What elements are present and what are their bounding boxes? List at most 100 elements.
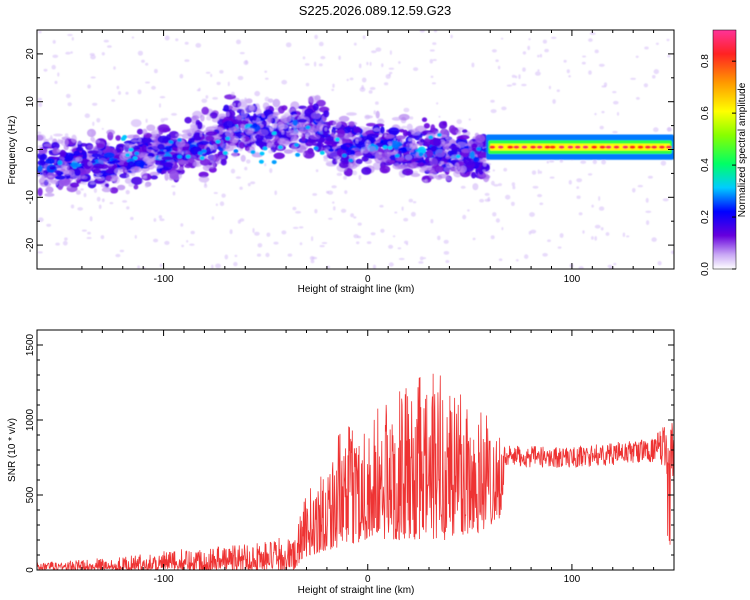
spectral-blob xyxy=(426,149,434,158)
spectral-blob xyxy=(311,124,321,132)
spectral-faint-point xyxy=(292,206,297,211)
spectral-faint-point xyxy=(662,198,669,202)
spectral-faint-point xyxy=(482,169,486,172)
spectral-faint-point xyxy=(251,138,257,142)
spectral-faint-point xyxy=(568,180,572,185)
spectral-blob xyxy=(406,123,413,132)
spectral-bright-spot xyxy=(201,149,207,154)
spectral-faint-point xyxy=(372,264,377,269)
spectral-faint-point xyxy=(385,74,391,79)
spectral-blob xyxy=(49,165,56,170)
spectral-faint-point xyxy=(388,262,394,267)
spectral-faint-point xyxy=(89,216,93,222)
spectral-faint-point xyxy=(255,103,260,108)
colorbar-gradient xyxy=(712,29,737,270)
spectral-faint-point xyxy=(353,216,357,219)
spectral-faint-point xyxy=(412,201,417,204)
spectral-faint-point xyxy=(445,260,450,263)
spectral-blob xyxy=(151,129,161,138)
spectral-faint-point xyxy=(375,101,379,105)
spectral-faint-point xyxy=(232,103,236,107)
spectral-faint-point xyxy=(264,96,270,102)
spectral-blob xyxy=(458,165,467,173)
spectral-faint-point xyxy=(124,169,128,173)
spectral-blob xyxy=(463,157,475,166)
spectral-faint-point xyxy=(373,167,377,171)
spectral-faint-point xyxy=(557,246,562,249)
spectral-blob xyxy=(117,184,126,191)
spectral-blob xyxy=(219,139,224,148)
spectral-blob xyxy=(283,149,293,154)
spectral-faint-point xyxy=(48,137,54,141)
spectral-faint-point xyxy=(96,196,101,202)
spectral-faint-point xyxy=(88,130,92,136)
spectral-faint-point xyxy=(226,111,230,117)
spectral-faint-point xyxy=(67,102,72,107)
spectral-bright-spot xyxy=(295,152,301,157)
spectral-blob xyxy=(303,150,315,159)
spectral-blob xyxy=(125,190,130,195)
spectral-faint-point xyxy=(542,253,548,257)
x-tick-label: 0 xyxy=(365,574,371,585)
spectral-faint-point xyxy=(180,223,184,227)
spectral-blob xyxy=(46,179,57,183)
spectral-faint-point xyxy=(349,77,354,81)
spectral-faint-point xyxy=(568,75,571,78)
spectral-blob xyxy=(404,154,413,161)
spectral-faint-point xyxy=(227,81,230,87)
spectral-blob xyxy=(471,171,477,179)
spectral-blob xyxy=(410,173,421,177)
spectral-faint-point xyxy=(65,93,71,99)
spectral-faint-point xyxy=(495,218,500,223)
spectral-faint-point xyxy=(380,228,385,233)
spectral-faint-point xyxy=(612,130,618,134)
spectral-blob xyxy=(53,133,63,137)
spectral-faint-point xyxy=(141,179,144,184)
spectral-faint-point xyxy=(598,63,605,67)
spectral-faint-point xyxy=(404,240,409,244)
spectral-faint-point xyxy=(443,251,450,255)
spectral-blob xyxy=(278,138,290,147)
spectral-faint-point xyxy=(559,233,564,238)
spectral-faint-point xyxy=(234,254,238,258)
spectral-faint-point xyxy=(529,212,535,217)
spectral-faint-point xyxy=(184,41,189,45)
spectral-faint-point xyxy=(392,235,396,238)
spectral-faint-point xyxy=(281,79,288,85)
carrier-peak xyxy=(665,145,672,149)
spectral-blob xyxy=(37,134,44,141)
spectral-blob xyxy=(429,158,438,167)
spectral-faint-point xyxy=(310,259,315,264)
spectral-blob xyxy=(133,184,139,190)
spectral-faint-point xyxy=(408,198,413,203)
spectral-faint-point xyxy=(550,36,557,40)
spectral-faint-point xyxy=(360,148,364,154)
spectral-faint-point xyxy=(264,70,268,73)
spectral-blob xyxy=(130,166,142,173)
spectral-blob xyxy=(200,114,205,122)
spectral-blob xyxy=(106,129,116,136)
spectral-blob xyxy=(75,190,81,195)
spectral-faint-point xyxy=(233,261,238,267)
spectral-blob xyxy=(198,176,210,183)
spectral-faint-point xyxy=(612,91,617,94)
spectral-blob xyxy=(416,162,426,167)
y-tick-label: 0 xyxy=(25,146,36,152)
spectral-blob xyxy=(354,163,360,167)
spectral-faint-point xyxy=(657,261,662,266)
spectral-faint-point xyxy=(141,59,145,63)
spectral-faint-point xyxy=(137,265,141,269)
spectral-faint-point xyxy=(124,143,129,146)
spectral-faint-point xyxy=(96,118,101,123)
spectral-faint-point xyxy=(164,240,170,245)
spectral-blob xyxy=(57,185,63,191)
spectral-faint-point xyxy=(539,170,542,174)
spectral-faint-point xyxy=(546,160,549,164)
spectral-blob xyxy=(69,182,80,188)
spectral-faint-point xyxy=(153,218,157,222)
spectral-blob xyxy=(384,148,392,157)
spectral-faint-point xyxy=(588,38,593,42)
spectral-faint-point xyxy=(646,220,650,226)
spectral-faint-point xyxy=(315,169,319,173)
spectral-faint-point xyxy=(600,227,604,231)
